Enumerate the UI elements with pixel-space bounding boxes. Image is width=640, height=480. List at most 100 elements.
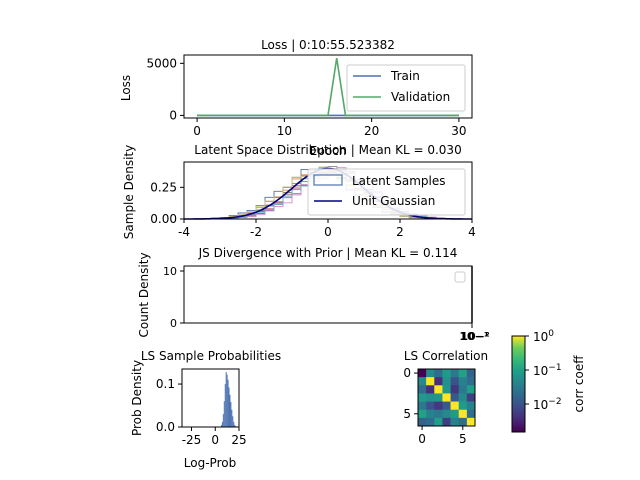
corr-cell [434, 409, 443, 419]
corr-ticks: 0 505 [403, 366, 466, 446]
latent-legend-gaussian: Unit Gaussian [352, 194, 435, 208]
corr-cell [450, 393, 460, 402]
lsprob-bar [221, 421, 223, 427]
lsprob-ticks: -25 0 25 0.0 0.1 [156, 377, 247, 447]
corr-cell [426, 393, 435, 402]
corr-cell [458, 401, 468, 411]
corr-cell [426, 401, 435, 411]
lsprob-bar [220, 424, 222, 427]
lsprob-bar [228, 387, 230, 427]
lsprob-title: LS Sample Probabilities [141, 349, 281, 363]
corr-cell [434, 417, 443, 427]
lsprob-bar [226, 374, 228, 427]
js-xtick-label-b: 10−² [460, 330, 490, 343]
latent-ticks: -4 -2 0 2 4 0.00 0.25 [150, 180, 476, 239]
lsprob-bar [234, 424, 236, 427]
corr-title: LS Correlation [404, 349, 488, 363]
corr-xtick-label: 5 [459, 432, 467, 446]
loss-xlabel: Epoch [310, 144, 347, 158]
js-xtick-label-a: 10−¹ [459, 330, 489, 343]
corr-cell [434, 401, 443, 411]
loss-title: Loss | 0:10:55.523382 [261, 38, 395, 52]
corr-cell [450, 401, 460, 411]
lsprob-bar [225, 372, 227, 427]
js-yticks: 0 10 [163, 265, 184, 330]
corr-cell [442, 393, 451, 402]
lsprob-bar [222, 414, 224, 427]
loss-axes-frame [183, 54, 473, 119]
latent-legend-box [307, 168, 466, 216]
loss-ticks: 0 10 20 30 0 5000 [146, 56, 466, 138]
corr-cell [418, 369, 427, 378]
colorbar-label: corr coeff [572, 355, 586, 413]
colorbar-tick-label: 10−1 [533, 363, 562, 378]
lsprob-bar [233, 421, 235, 427]
js-legend-empty [454, 271, 466, 283]
corr-cell [426, 377, 435, 386]
loss-legend-train: Train [390, 69, 420, 83]
js-ytick-label-10: 10 [163, 265, 177, 278]
js-ylabel: Count Density [137, 252, 151, 337]
corr-cell [442, 417, 451, 427]
corr-cell [450, 385, 460, 394]
colorbar-tick-label: 100 [533, 329, 554, 344]
corr-cell [466, 417, 476, 427]
lsprob-bar [224, 384, 226, 427]
corr-cell [418, 393, 427, 402]
latent-ylabel: Sample Density [122, 145, 136, 239]
corr-cell [442, 409, 451, 419]
latent-xtick-label: -4 [178, 225, 190, 239]
corr-cell [450, 369, 460, 378]
corr-cell [458, 385, 468, 394]
corr-cell [466, 401, 476, 411]
corr-cell [418, 385, 427, 394]
lsprob-xtick-label: -25 [182, 433, 202, 447]
corr-cell [418, 401, 427, 411]
corr-cell [458, 417, 468, 427]
corr-cell [450, 409, 460, 419]
latent-xtick-label: 4 [468, 225, 476, 239]
corr-xtick-label: 0 [418, 432, 426, 446]
lsprob-ytick-label: 0.0 [156, 420, 175, 434]
latent-hist-8 [183, 167, 472, 220]
corr-cell [458, 369, 468, 378]
colorbar-tick-label: 10−2 [533, 397, 562, 412]
latent-xtick-label: 2 [396, 225, 404, 239]
corr-cell [434, 377, 443, 386]
corr-cell [442, 377, 451, 386]
corr-cell [426, 369, 435, 378]
corr-cell [458, 393, 468, 402]
lsprob-bar [232, 416, 234, 427]
corr-cell [434, 393, 443, 402]
corr-cell [466, 409, 476, 419]
loss-xtick-label: 0 [193, 124, 201, 138]
corr-cell [418, 377, 427, 386]
lsprob-bar [223, 401, 225, 427]
loss-ytick-label: 5000 [146, 56, 177, 70]
corr-cell [466, 369, 476, 378]
latent-axes-frame [183, 161, 473, 220]
corr-cell [458, 409, 468, 419]
latent-xtick-label: -2 [250, 225, 262, 239]
js-ytick-label-0: 0 [170, 317, 177, 330]
latent-legend-samples: Latent Samples [352, 174, 446, 188]
corr-ytick-label: 5 [403, 407, 411, 421]
colorbar-gradient [511, 335, 526, 433]
lsprob-xlabel: Log-Prob [184, 456, 236, 470]
latent-xtick-label: 0 [324, 225, 332, 239]
loss-xtick-label: 10 [277, 124, 292, 138]
loss-legend-validation: Validation [391, 90, 450, 104]
latent-panel: Latent Space Distribution | Mean KL = 0.… [122, 143, 476, 239]
loss-legend: Train Validation [346, 64, 466, 112]
latent-title: Latent Space Distribution | Mean KL = 0.… [194, 143, 461, 157]
lsprob-xtick-label: 25 [231, 433, 246, 447]
loss-panel: Loss | 0:10:55.523382 Loss Epoch 0 10 20 30… [119, 38, 473, 158]
js-title: JS Divergence with Prior | Mean KL = 0.1… [198, 246, 458, 260]
loss-ylabel: Loss [119, 75, 133, 101]
js-axes-frame [183, 265, 473, 324]
loss-ytick-label: 0 [169, 108, 177, 122]
lsprob-bar [227, 379, 229, 427]
corr-cell [442, 385, 451, 394]
